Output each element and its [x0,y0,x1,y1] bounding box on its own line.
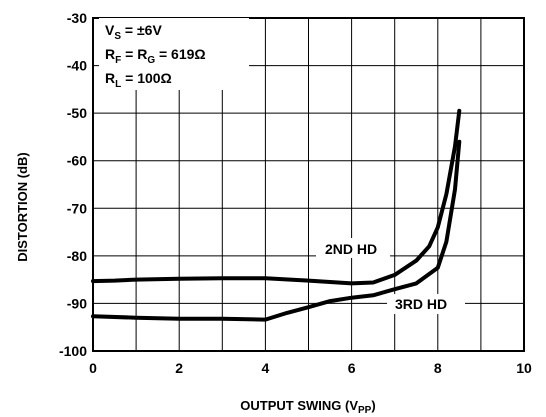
condition-rf-rg: RF = RG = 619Ω [105,46,206,66]
x-tick-label: 0 [89,360,97,376]
y-tick-label: -40 [67,58,87,74]
y-tick-label: -100 [59,343,87,359]
x-tick-label: 10 [516,360,532,376]
y-tick-label: -80 [67,248,87,264]
y-tick-label: -50 [67,105,87,121]
test-conditions: VS = ±6V RF = RG = 619Ω RL = 100Ω [99,18,249,90]
condition-rl: RL = 100Ω [105,70,172,90]
y-tick-label: -30 [67,10,87,26]
y-tick-label: -60 [67,153,87,169]
x-axis-title: OUTPUT SWING (VPP) [240,398,375,416]
x-tick-label: 6 [348,360,356,376]
svg-text:2ND HD: 2ND HD [325,241,377,257]
series-line-3rd-hd [91,139,462,322]
x-tick-label: 4 [262,360,270,376]
label-2nd-hd: 2ND HD [316,238,390,258]
label-3rd-hd: 3RD HD [387,294,465,314]
x-tick-labels: 0 2 4 6 8 10 [89,360,532,376]
series-line-2nd-hd [91,108,462,286]
x-tick-label: 8 [434,360,442,376]
y-tick-label: -70 [67,200,87,216]
plot-frame [92,17,525,352]
condition-vs: VS = ±6V [105,22,162,42]
y-tick-labels: -30 -40 -50 -60 -70 -80 -90 -100 [59,10,87,359]
y-tick-label: -90 [67,295,87,311]
series-group [91,108,462,322]
svg-text:3RD HD: 3RD HD [395,296,447,312]
y-axis-title: DISTORTION (dB) [15,152,30,262]
x-tick-label: 2 [175,360,183,376]
